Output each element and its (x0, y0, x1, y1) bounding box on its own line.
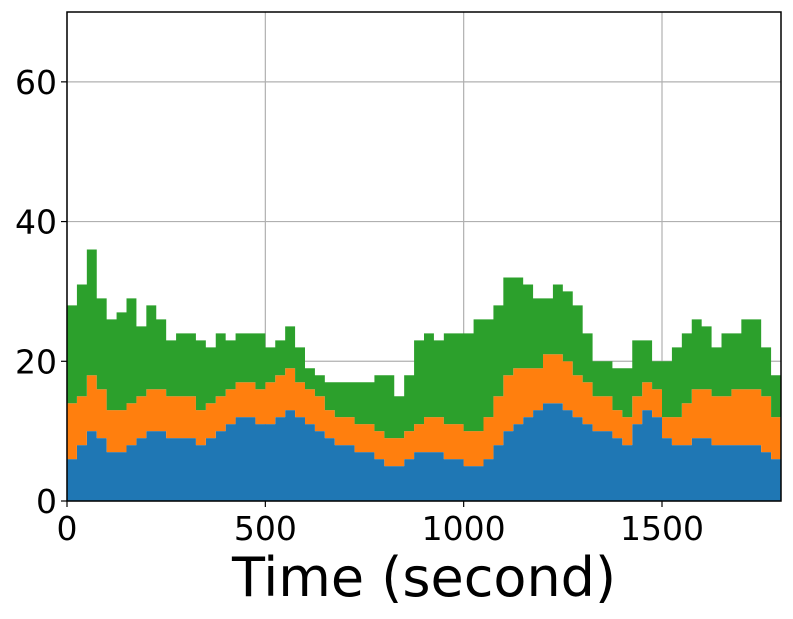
x-axis-label: Time (second) (231, 546, 616, 609)
y-axis-ticks: 0 20 40 60 (15, 63, 67, 521)
x-axis-ticks: 0 500 1000 1500 (57, 501, 704, 548)
x-tick-label: 500 (234, 509, 297, 548)
area-series-3 (67, 249, 781, 439)
axes-frame (66, 11, 782, 502)
x-tick-label: 1000 (422, 509, 506, 548)
area-series-group (67, 249, 781, 501)
plot-frame (66, 11, 782, 502)
x-tick-label: 0 (57, 509, 78, 548)
y-tick-label: 0 (36, 482, 57, 521)
y-tick-label: 60 (15, 63, 57, 102)
y-tick-label: 40 (15, 203, 57, 242)
x-tick-label: 1500 (620, 509, 704, 548)
y-tick-label: 20 (15, 342, 57, 381)
